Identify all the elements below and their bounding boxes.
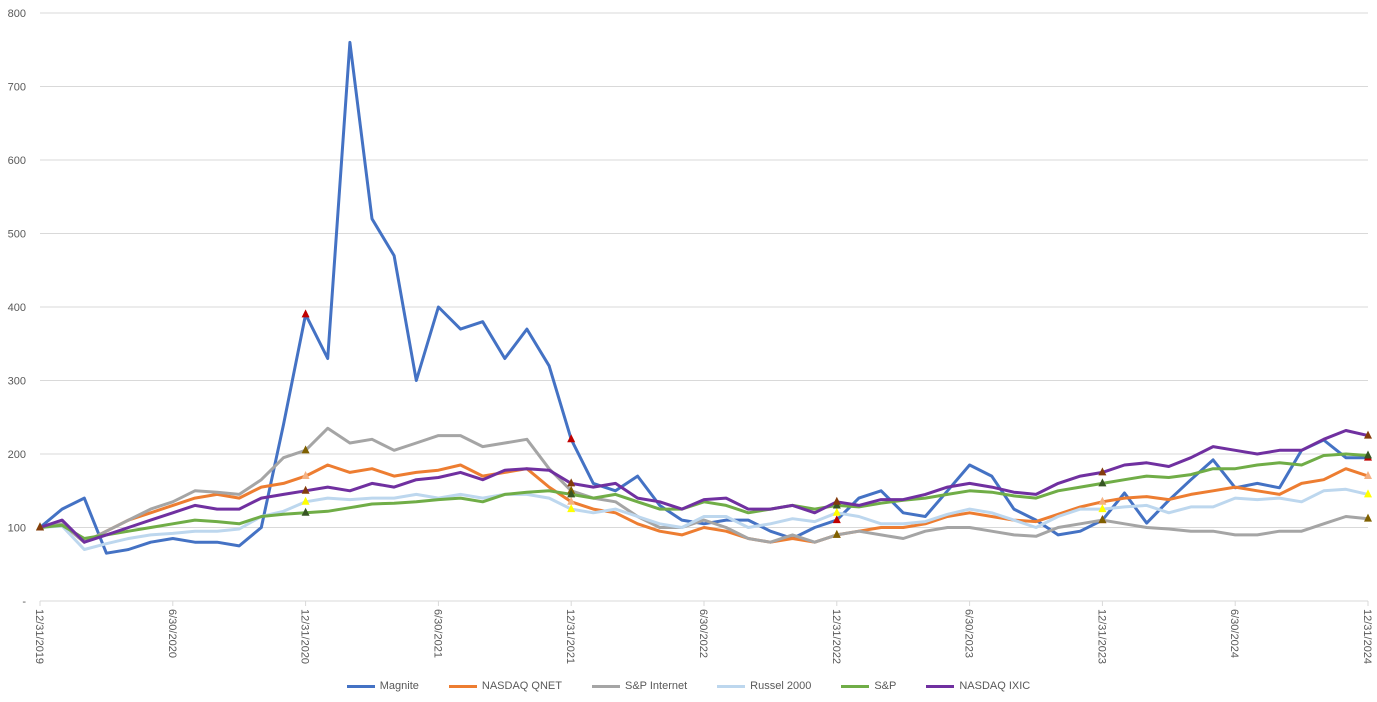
y-tick-label: 200 — [8, 449, 26, 461]
year-end-marker — [567, 504, 576, 513]
legend-label: NASDAQ IXIC — [959, 680, 1031, 692]
legend-item: Magnite — [346, 680, 419, 692]
x-tick-label: 12/31/2021 — [564, 609, 576, 664]
year-end-marker — [301, 507, 310, 516]
legend-item: S&P Internet — [591, 680, 688, 692]
legend-label: S&P Internet — [624, 680, 688, 692]
x-tick-label: 12/31/2023 — [1095, 609, 1107, 664]
legend-swatch — [591, 684, 620, 688]
legend-swatch — [926, 684, 955, 688]
x-tick-label: 6/30/2020 — [166, 609, 178, 658]
year-end-marker — [1364, 489, 1372, 498]
legend: Magnite NASDAQ QNET S&P Internet Russel 200… — [0, 680, 1377, 692]
y-tick-label: 700 — [8, 82, 26, 94]
legend-label: Magnite — [379, 680, 419, 692]
y-tick-label: 600 — [8, 155, 26, 167]
year-end-marker — [1098, 515, 1107, 524]
year-end-marker — [1364, 450, 1372, 459]
year-end-markers — [36, 309, 1372, 538]
legend-item: S&P — [841, 680, 896, 692]
year-end-marker — [301, 309, 310, 318]
year-end-marker — [1098, 496, 1107, 505]
x-tick-label: 6/30/2022 — [697, 609, 709, 658]
year-end-marker — [1364, 513, 1372, 522]
year-end-marker — [301, 485, 310, 494]
x-tick-label: 12/31/2024 — [1361, 609, 1373, 664]
series-line-magnite — [39, 40, 1368, 555]
year-end-marker — [567, 496, 576, 505]
y-tick-label: 500 — [8, 229, 26, 241]
legend-label: S&P — [874, 680, 897, 692]
legend-item: Russel 2000 — [717, 680, 811, 692]
year-end-marker — [1364, 430, 1372, 439]
y-tick-label: 100 — [8, 523, 26, 535]
year-end-marker — [1098, 467, 1107, 476]
series-line-nasdaq-qnet — [39, 463, 1369, 544]
series-line-s-p — [39, 452, 1369, 540]
x-tick-label: 6/30/2023 — [963, 609, 975, 658]
x-tick-label: 12/31/2022 — [830, 609, 842, 664]
legend-swatch — [841, 684, 870, 688]
year-end-marker — [301, 445, 310, 454]
legend-swatch — [717, 684, 746, 688]
year-end-marker — [567, 434, 576, 443]
year-end-marker — [1098, 478, 1107, 487]
y-tick-label: 800 — [8, 8, 26, 20]
x-tick-label: 12/31/2020 — [299, 609, 311, 664]
x-tick-label: 6/30/2024 — [1228, 609, 1240, 658]
y-tick-label: 300 — [8, 376, 26, 388]
legend-label: NASDAQ QNET — [481, 680, 562, 692]
legend-swatch — [448, 684, 477, 688]
series-line-nasdaq-ixic — [39, 429, 1369, 544]
series-line-s-p-internet — [39, 426, 1369, 544]
year-end-marker — [301, 471, 310, 480]
year-end-marker — [567, 489, 576, 498]
year-end-marker — [832, 529, 841, 538]
series-lines — [39, 40, 1369, 555]
x-axis: 12/31/2019 6/30/2020 12/31/2020 6/30/2021 12… — [33, 601, 1373, 664]
y-tick-label: - — [22, 596, 26, 608]
year-end-marker — [567, 478, 576, 487]
legend-swatch — [346, 684, 375, 688]
year-end-marker — [832, 507, 841, 516]
year-end-marker — [301, 496, 310, 505]
year-end-marker — [1364, 471, 1372, 480]
legend-item: NASDAQ IXIC — [926, 680, 1030, 692]
x-tick-label: 6/30/2021 — [431, 609, 443, 658]
y-tick-label: 400 — [8, 302, 26, 314]
legend-label: Russel 2000 — [750, 680, 812, 692]
year-end-marker — [832, 496, 841, 505]
y-axis: - 100 200 300 400 500 600 700 800 — [8, 8, 27, 608]
year-end-marker — [1098, 504, 1107, 513]
year-end-marker — [832, 515, 841, 524]
x-tick-label: 12/31/2019 — [33, 609, 45, 664]
legend-item: NASDAQ QNET — [448, 680, 562, 692]
year-end-marker — [36, 522, 44, 531]
